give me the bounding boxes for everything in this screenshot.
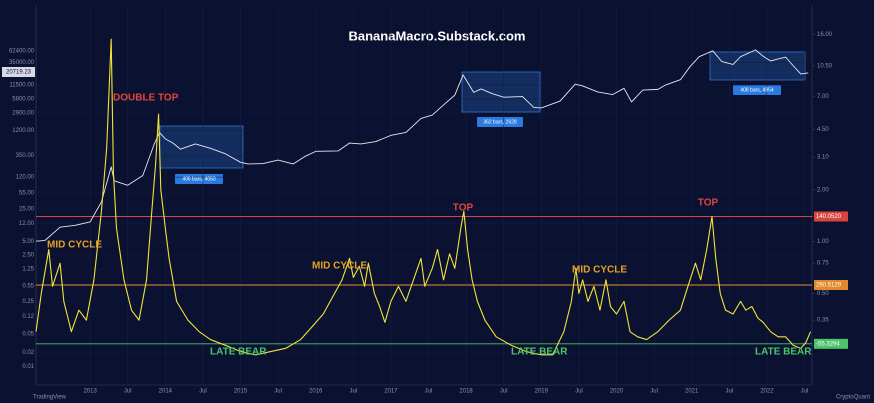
y-tick-label: 350.00 [16,153,35,159]
x-tick-label: Jul [575,389,583,395]
range-box [159,125,244,169]
range-label-box [175,174,223,184]
footer-right: CryptoQuant [836,395,870,401]
x-tick-label: Jul [425,389,433,395]
y2-tick-label: 4.50 [817,127,829,133]
range-label-box [477,117,523,127]
range-label: 406 bars, 4050 [182,176,216,182]
x-tick-label: 2021 [685,389,699,395]
x-tick-label: Jul [725,389,733,395]
y2-tick-label: 10.50 [817,63,833,69]
annotation: DOUBLE TOP [113,93,179,104]
y-tick-label: 35000.00 [9,60,35,66]
y-tick-label: 11500.00 [9,83,34,89]
x-tick-label: Jul [124,389,132,395]
x-tick-label: 2022 [760,389,774,395]
y2-tick-label: 7.00 [817,94,829,100]
y-tick-label: 2.50 [22,253,34,259]
y2-tick-label: 0.35 [817,318,829,324]
y-tick-label: 0.55 [22,283,34,289]
x-tick-label: 2015 [234,389,248,395]
y-tick-label: 0.02 [22,350,34,356]
range-label-box [733,85,781,95]
y-tick-label: 5.00 [22,239,34,245]
y2-tick-label: 0.75 [817,261,829,267]
y2-tick-label: 2.00 [817,187,829,193]
annotation: LATE BEAR [755,347,812,358]
annotation: MID CYCLE [47,240,102,251]
annotation: MID CYCLE [312,261,367,272]
footer-left: TradingView [33,395,67,401]
x-tick-label: 2017 [384,389,398,395]
x-tick-label: Jul [199,389,207,395]
annotation: LATE BEAR [210,347,267,358]
chart-title: BananaMacro.Substack.com [348,28,525,43]
y-tick-label: 0.25 [22,299,34,305]
x-tick-label: Jul [801,389,809,395]
y2-tick-label: 0.50 [817,291,829,297]
x-tick-label: Jul [650,389,658,395]
range-box [709,51,806,81]
y-tick-label: 5800.00 [12,96,34,102]
range-boxes [159,51,806,184]
reference-label-box [814,280,848,291]
y-tick-label: 55.00 [19,190,35,196]
y-tick-label: 120.00 [16,175,35,181]
annotation: LATE BEAR [511,347,568,358]
reference-label-box [814,338,848,349]
x-tick-label: 2019 [535,389,549,395]
range-label: 408 bars, 4954 [740,87,774,93]
price-label-box [2,67,35,77]
series-line [35,49,809,242]
y-tick-label: 0.05 [22,332,34,338]
x-tick-label: Jul [274,389,282,395]
y-tick-label: 62400.00 [9,49,35,55]
y-tick-label: 12.00 [19,221,35,227]
x-tick-label: 2016 [309,389,323,395]
range-label: 362 bars, 2628 [483,119,517,125]
x-tick-label: 2020 [610,389,624,395]
y2-tick-label: 16.00 [817,32,833,38]
y-tick-label: 25.00 [19,206,35,212]
series-line [35,38,812,356]
y-tick-label: 1200.00 [12,128,34,134]
x-tick-label: Jul [500,389,508,395]
x-tick-label: 2014 [159,389,173,395]
y2-tick-label: 1.00 [817,239,829,245]
y-tick-label: 1.25 [22,267,34,273]
annotation: MID CYCLE [572,265,627,276]
y-tick-label: 2900.00 [12,110,34,116]
y2-tick-label: 3.10 [817,155,829,161]
y-tick-label: 0.01 [22,364,34,370]
reference-label: 140.0520 [816,214,842,220]
x-tick-label: 2013 [83,389,97,395]
price-label: 20719.23 [6,70,32,76]
reference-label-box [814,211,848,222]
reference-label: -55.3294 [816,341,840,347]
y-tick-label: 0.12 [22,314,34,320]
x-tick-label: Jul [349,389,357,395]
reference-label: 260.5129 [816,283,842,289]
annotation: TOP [453,203,474,214]
annotation: TOP [698,198,719,209]
x-tick-label: 2018 [459,389,473,395]
